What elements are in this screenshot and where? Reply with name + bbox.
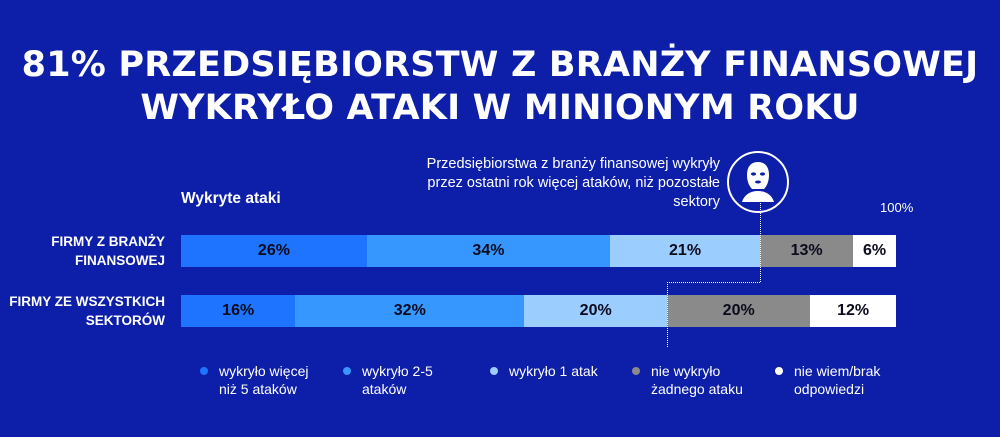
comparison-guide-line-top (760, 200, 762, 282)
bar-segment: 13% (760, 235, 854, 267)
title-line-2: WYKRYŁO ATAKI W MINIONYM ROKU (140, 88, 860, 128)
data-label: 13% (790, 242, 823, 259)
bar-segment: 20% (524, 295, 668, 327)
axis-title: Wykryte ataki (181, 190, 281, 207)
bar-segment: 21% (609, 235, 761, 267)
chart-title: 81% PRZEDSIĘBIORSTW Z BRANŻY FINANSOWEJ … (0, 44, 1000, 130)
bar-segment: 26% (181, 235, 367, 267)
row-label-financial: FIRMY Z BRANŻY FINANSOWEJ (51, 234, 165, 268)
data-label: 20% (722, 302, 755, 319)
bar-all-sectors: 16% 32% 20% 20% 12% (181, 295, 896, 327)
bar-segment: 20% (667, 295, 811, 327)
legend-swatch (343, 367, 351, 375)
data-label: 21% (669, 242, 702, 259)
legend-label: wykryło 1 atak (509, 363, 598, 379)
axis-max-label: 100% (880, 200, 914, 215)
bar-segment: 6% (853, 235, 896, 267)
data-label: 12% (837, 302, 870, 319)
legend-item: nie wiem/brak odpowiedzi (775, 362, 904, 398)
comparison-guide-line-mid (667, 282, 761, 283)
legend-swatch (490, 367, 498, 375)
annotation-text: Przedsiębiorstwa z branży finansowej wyk… (426, 156, 720, 210)
comparison-guide-line-low (667, 282, 669, 347)
legend-item: wykryło więcej niż 5 ataków (200, 362, 329, 398)
bar-segment: 32% (295, 295, 525, 327)
legend-label: wykryło więcej niż 5 ataków (219, 363, 309, 397)
bar-segment: 34% (366, 235, 610, 267)
legend-item: wykryło 2-5 ataków (343, 362, 472, 398)
data-label: 20% (579, 302, 612, 319)
legend-swatch (200, 367, 208, 375)
legend-swatch (632, 367, 640, 375)
legend-label: nie wiem/brak odpowiedzi (794, 363, 881, 397)
row-label-all-sectors: FIRMY ZE WSZYSTKICH SEKTORÓW (9, 294, 165, 328)
legend-label: nie wykryło żadnego ataku (651, 363, 743, 397)
bar-segment: 12% (810, 295, 896, 327)
data-label: 26% (257, 242, 290, 259)
legend-item: nie wykryło żadnego ataku (632, 362, 761, 398)
legend-item: wykryło 1 atak (490, 362, 619, 380)
data-label: 34% (472, 242, 505, 259)
data-label: 32% (393, 302, 426, 319)
title-line-1: 81% PRZEDSIĘBIORSTW Z BRANŻY FINANSOWEJ (21, 45, 979, 85)
legend-label: wykryło 2-5 ataków (362, 363, 433, 397)
data-label: 16% (222, 302, 255, 319)
bar-segment: 16% (181, 295, 296, 327)
legend: wykryło więcej niż 5 ataków wykryło 2-5 a… (200, 362, 920, 422)
bar-financial: 26% 34% 21% 13% 6% (181, 235, 896, 267)
data-label: 6% (862, 242, 887, 259)
legend-swatch (775, 367, 783, 375)
masked-person-icon (727, 151, 789, 213)
